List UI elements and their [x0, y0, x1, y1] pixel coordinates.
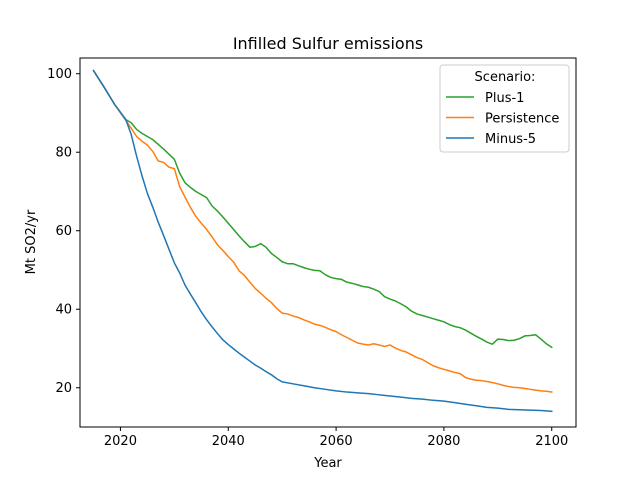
plot-area	[92, 69, 553, 413]
axes-frame	[79, 57, 577, 428]
y-tick-label: 60	[55, 224, 72, 239]
y-tick-label: 100	[47, 67, 72, 82]
y-tick-label: 20	[55, 381, 72, 396]
x-axis: 2020 2040 2060 2080 2100	[104, 427, 568, 449]
y-axis-label: Mt SO2/yr	[24, 209, 39, 274]
legend-label-persistence: Persistence	[485, 112, 559, 127]
chart-title: Infilled Sulfur emissions	[233, 34, 423, 53]
y-tick-label: 40	[55, 303, 72, 318]
legend-title: Scenario:	[475, 70, 536, 85]
series-line-persistence	[92, 69, 553, 393]
legend: Scenario: Plus-1 Persistence Minus-5	[439, 64, 570, 153]
series-line-plus-1	[92, 69, 553, 349]
x-axis-label: Year	[313, 456, 342, 471]
y-tick-label: 80	[55, 146, 72, 161]
legend-label-plus-1: Plus-1	[485, 91, 524, 106]
x-tick-label: 2100	[535, 434, 568, 449]
x-tick-label: 2060	[320, 434, 353, 449]
x-tick-label: 2020	[104, 434, 137, 449]
y-axis: 20 40 60 80 100	[47, 67, 80, 396]
x-tick-label: 2080	[427, 434, 460, 449]
series-line-minus-5	[92, 69, 553, 413]
legend-label-minus-5: Minus-5	[485, 132, 536, 147]
x-tick-label: 2040	[212, 434, 245, 449]
legend-box	[439, 64, 570, 153]
